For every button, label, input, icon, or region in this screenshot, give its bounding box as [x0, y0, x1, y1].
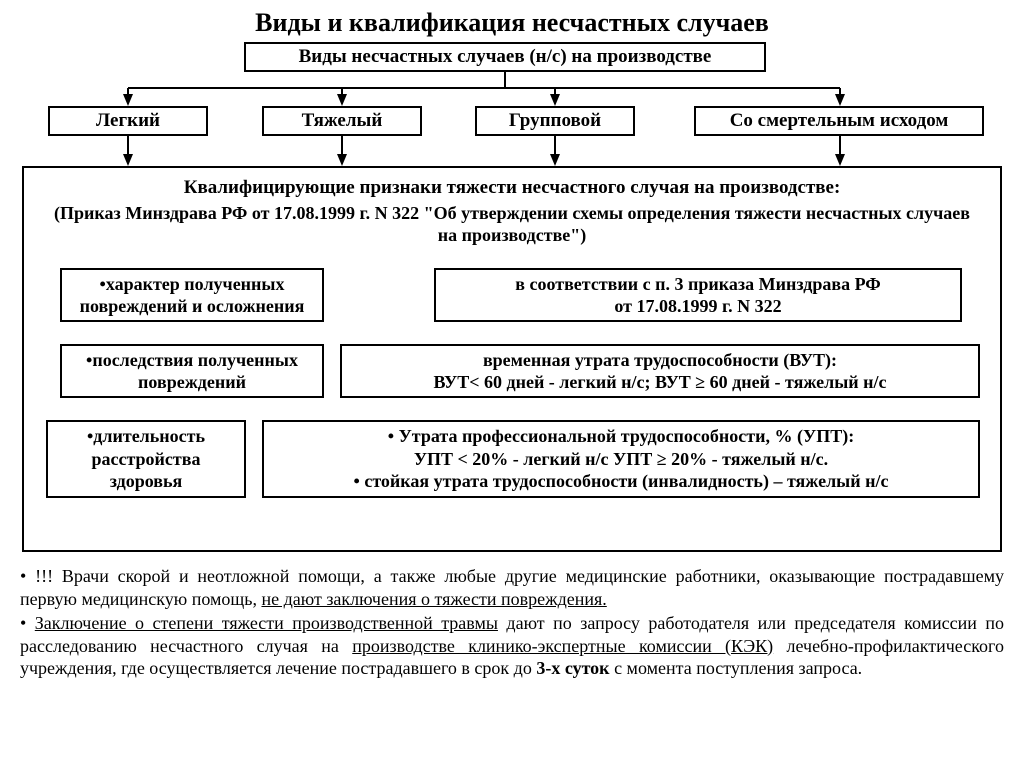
detail-line: • Утрата профессиональной трудоспособнос… — [388, 425, 854, 448]
note-underline: производстве клинико-экспертные комиссии… — [352, 636, 773, 656]
detail-box-order: в соответствии с п. 3 приказа Минздрава … — [434, 268, 962, 322]
note-bold: 3-х суток — [536, 658, 609, 678]
detail-line: ВУТ< 60 дней - легкий н/с; ВУТ ≥ 60 дней… — [433, 371, 886, 394]
detail-line: • стойкая утрата трудоспособности (инвал… — [354, 470, 889, 493]
criterion-box-duration: •длительность расстройства здоровья — [46, 420, 246, 498]
notes-block: • !!! Врачи скорой и неотложной помощи, … — [20, 565, 1004, 680]
criterion-box-nature: •характер полученных повреждений и ослож… — [60, 268, 324, 322]
qual-subheading: (Приказ Минздрава РФ от 17.08.1999 г. N … — [49, 202, 974, 247]
detail-box-upt: • Утрата профессиональной трудоспособнос… — [262, 420, 980, 498]
criterion-label: •длительность расстройства здоровья — [54, 425, 238, 493]
detail-box-vut: временная утрата трудоспособности (ВУТ):… — [340, 344, 980, 398]
type-box-light: Легкий — [48, 106, 208, 136]
note-underline: Заключение о степени тяжести производств… — [35, 613, 498, 633]
criterion-label: •последствия полученных повреждений — [68, 349, 316, 394]
root-label: Виды несчастных случаев (н/с) на произво… — [299, 45, 712, 69]
detail-line: от 17.08.1999 г. N 322 — [614, 295, 781, 318]
diagram-title: Виды и квалификация несчастных случаев — [0, 0, 1024, 38]
note-text: • — [20, 613, 35, 633]
root-box: Виды несчастных случаев (н/с) на произво… — [244, 42, 766, 72]
type-label: Групповой — [509, 109, 601, 133]
criterion-box-consequences: •последствия полученных повреждений — [60, 344, 324, 398]
note-underline: не дают заключения о тяжести повреждения… — [261, 589, 606, 609]
type-label: Тяжелый — [302, 109, 383, 133]
type-label: Со смертельным исходом — [730, 109, 949, 133]
type-box-group: Групповой — [475, 106, 635, 136]
detail-line: временная утрата трудоспособности (ВУТ): — [483, 349, 837, 372]
qual-heading: Квалифицирующие признаки тяжести несчаст… — [30, 176, 994, 200]
note-text: с момента поступления запроса. — [610, 658, 863, 678]
type-box-fatal: Со смертельным исходом — [694, 106, 984, 136]
detail-line: в соответствии с п. 3 приказа Минздрава … — [515, 273, 880, 296]
note-paragraph-1: • !!! Врачи скорой и неотложной помощи, … — [20, 565, 1004, 610]
type-box-heavy: Тяжелый — [262, 106, 422, 136]
note-paragraph-2: • Заключение о степени тяжести производс… — [20, 612, 1004, 680]
criterion-label: •характер полученных повреждений и ослож… — [68, 273, 316, 318]
detail-line: УПТ < 20% - легкий н/с УПТ ≥ 20% - тяжел… — [414, 448, 828, 471]
type-label: Легкий — [96, 109, 160, 133]
